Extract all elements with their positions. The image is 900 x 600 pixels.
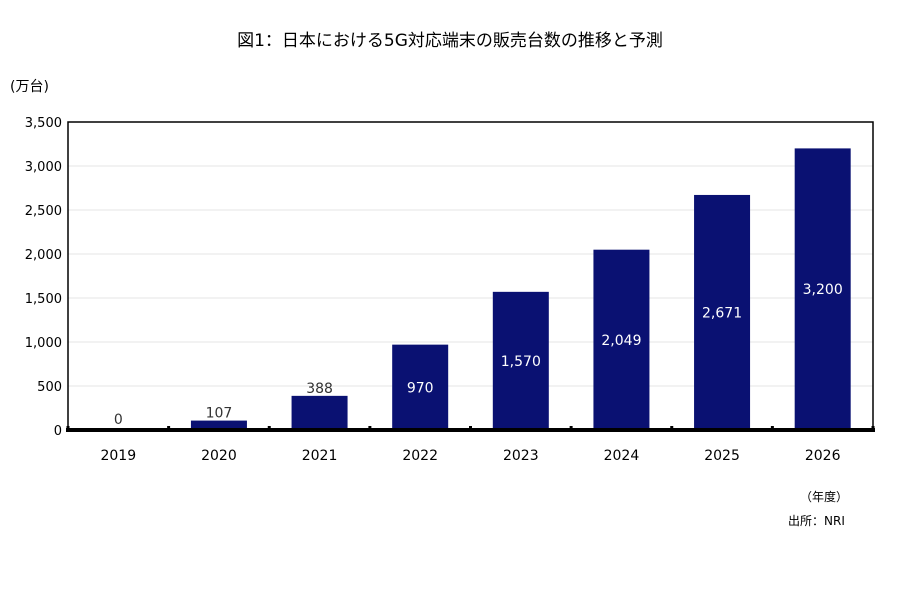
y-tick-label: 3,500 bbox=[25, 116, 62, 131]
x-tick-label: 2026 bbox=[805, 448, 841, 464]
chart-title: 図1：日本における5G対応端末の販売台数の推移と予測 bbox=[237, 31, 663, 51]
bar bbox=[392, 344, 449, 430]
data-label: 2,671 bbox=[702, 305, 742, 321]
y-tick-label: 2,000 bbox=[25, 248, 62, 263]
y-tick-label: 500 bbox=[37, 380, 62, 395]
y-axis-unit-label: (万台) bbox=[10, 79, 49, 95]
bar bbox=[694, 194, 751, 430]
x-tick-label: 2021 bbox=[302, 448, 338, 464]
x-tick-label: 2025 bbox=[704, 448, 740, 464]
y-tick-label: 1,500 bbox=[25, 292, 62, 307]
data-label: 1,570 bbox=[501, 354, 541, 370]
x-tick-label: 2020 bbox=[201, 448, 237, 464]
data-label: 2,049 bbox=[601, 333, 641, 349]
bar bbox=[593, 249, 650, 430]
data-label: 107 bbox=[206, 406, 233, 422]
x-tick-label: 2024 bbox=[604, 448, 640, 464]
bar bbox=[492, 291, 549, 430]
y-tick-label: 0 bbox=[54, 424, 62, 439]
data-label: 3,200 bbox=[803, 282, 843, 298]
bar bbox=[794, 148, 851, 430]
plot-frame bbox=[67, 121, 874, 431]
source-note: 出所：NRI bbox=[788, 514, 845, 528]
x-tick-label: 2019 bbox=[100, 448, 136, 464]
x-axis-unit-label: （年度） bbox=[800, 490, 849, 504]
bar bbox=[291, 395, 348, 430]
data-label: 970 bbox=[407, 380, 434, 396]
bar bbox=[190, 420, 247, 430]
y-tick-label: 3,000 bbox=[25, 160, 62, 175]
x-tick-label: 2023 bbox=[503, 448, 539, 464]
y-tick-label: 2,500 bbox=[25, 204, 62, 219]
data-label: 0 bbox=[114, 412, 123, 428]
data-label: 388 bbox=[306, 381, 333, 397]
y-tick-label: 1,000 bbox=[25, 336, 62, 351]
x-tick-label: 2022 bbox=[402, 448, 438, 464]
